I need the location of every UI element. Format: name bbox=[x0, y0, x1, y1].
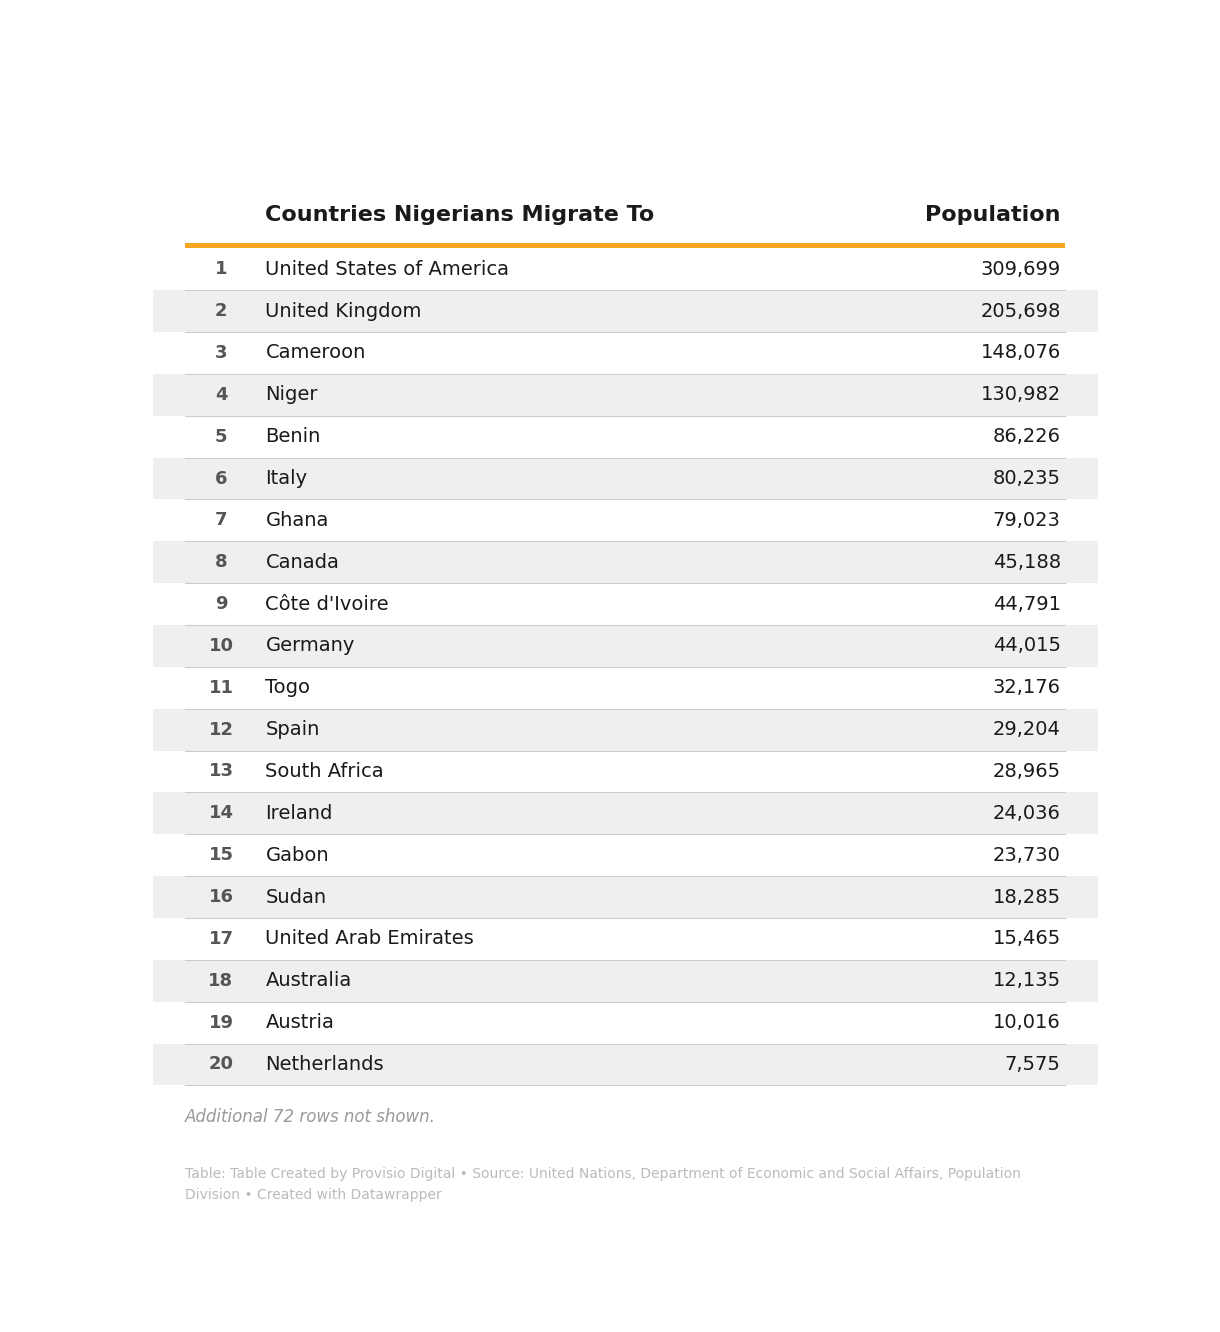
Text: United States of America: United States of America bbox=[266, 260, 510, 278]
Text: 15: 15 bbox=[209, 846, 233, 864]
Text: Niger: Niger bbox=[266, 385, 318, 405]
Text: Togo: Togo bbox=[266, 678, 310, 697]
Text: 28,965: 28,965 bbox=[993, 762, 1060, 781]
Text: Germany: Germany bbox=[266, 637, 355, 655]
Text: 9: 9 bbox=[215, 595, 227, 613]
Text: 2: 2 bbox=[215, 302, 227, 320]
Bar bbox=[152, 709, 1098, 750]
Bar bbox=[152, 541, 1098, 583]
Text: Benin: Benin bbox=[266, 428, 321, 446]
Text: 18: 18 bbox=[209, 972, 233, 990]
Text: Italy: Italy bbox=[266, 469, 307, 488]
Text: 18,285: 18,285 bbox=[993, 887, 1060, 907]
Bar bbox=[152, 750, 1098, 793]
Text: Table: Table Created by Provisio Digital • Source: United Nations, Department of: Table: Table Created by Provisio Digital… bbox=[185, 1167, 1021, 1201]
Text: Austria: Austria bbox=[266, 1014, 334, 1032]
Text: 3: 3 bbox=[215, 344, 227, 362]
Text: 79,023: 79,023 bbox=[993, 511, 1060, 530]
Text: 17: 17 bbox=[209, 930, 233, 948]
Text: 10: 10 bbox=[209, 637, 233, 655]
Text: Canada: Canada bbox=[266, 553, 339, 571]
Text: 44,015: 44,015 bbox=[993, 637, 1060, 655]
Bar bbox=[152, 374, 1098, 416]
Text: 23,730: 23,730 bbox=[993, 846, 1060, 864]
Text: 14: 14 bbox=[209, 805, 233, 822]
Text: 7,575: 7,575 bbox=[1005, 1055, 1060, 1074]
Text: South Africa: South Africa bbox=[266, 762, 384, 781]
Text: 13: 13 bbox=[209, 762, 233, 781]
Text: 205,698: 205,698 bbox=[981, 301, 1060, 321]
Text: United Arab Emirates: United Arab Emirates bbox=[266, 930, 475, 948]
Text: 19: 19 bbox=[209, 1014, 233, 1031]
Text: Ghana: Ghana bbox=[266, 511, 329, 530]
Text: 29,204: 29,204 bbox=[993, 721, 1060, 739]
Text: Additional 72 rows not shown.: Additional 72 rows not shown. bbox=[185, 1108, 436, 1126]
Text: 148,076: 148,076 bbox=[981, 344, 1060, 362]
Text: Sudan: Sudan bbox=[266, 887, 327, 907]
Text: 12,135: 12,135 bbox=[993, 971, 1060, 990]
Text: 20: 20 bbox=[209, 1055, 233, 1074]
Text: 32,176: 32,176 bbox=[993, 678, 1060, 697]
Bar bbox=[152, 186, 1098, 244]
Bar bbox=[152, 1002, 1098, 1043]
Bar bbox=[152, 248, 1098, 290]
Text: 309,699: 309,699 bbox=[981, 260, 1060, 278]
Text: Australia: Australia bbox=[266, 971, 351, 990]
Text: Cameroon: Cameroon bbox=[266, 344, 366, 362]
Text: 8: 8 bbox=[215, 553, 227, 571]
Text: Netherlands: Netherlands bbox=[266, 1055, 384, 1074]
Bar bbox=[152, 290, 1098, 332]
Bar bbox=[152, 458, 1098, 500]
Bar bbox=[152, 332, 1098, 374]
Bar bbox=[152, 667, 1098, 709]
Text: 24,036: 24,036 bbox=[993, 803, 1060, 823]
Text: United Kingdom: United Kingdom bbox=[266, 301, 422, 321]
Text: 1: 1 bbox=[215, 260, 227, 278]
Bar bbox=[152, 625, 1098, 667]
Text: 44,791: 44,791 bbox=[993, 594, 1060, 614]
Bar bbox=[152, 500, 1098, 541]
Text: 12: 12 bbox=[209, 721, 233, 739]
Bar bbox=[152, 1043, 1098, 1086]
Text: Countries Nigerians Migrate To: Countries Nigerians Migrate To bbox=[266, 205, 655, 225]
Bar bbox=[152, 416, 1098, 458]
Bar bbox=[152, 876, 1098, 918]
Text: 11: 11 bbox=[209, 679, 233, 697]
Text: 45,188: 45,188 bbox=[993, 553, 1060, 571]
Text: 130,982: 130,982 bbox=[981, 385, 1060, 405]
Bar bbox=[185, 244, 1065, 248]
Text: Gabon: Gabon bbox=[266, 846, 329, 864]
Text: Spain: Spain bbox=[266, 721, 320, 739]
Text: Côte d'Ivoire: Côte d'Ivoire bbox=[266, 594, 389, 614]
Bar bbox=[152, 960, 1098, 1002]
Bar bbox=[152, 918, 1098, 960]
Text: Population: Population bbox=[925, 205, 1060, 225]
Text: 7: 7 bbox=[215, 511, 227, 529]
Text: 15,465: 15,465 bbox=[993, 930, 1060, 948]
Text: 6: 6 bbox=[215, 469, 227, 488]
Text: Ireland: Ireland bbox=[266, 803, 333, 823]
Bar bbox=[152, 834, 1098, 876]
Text: 10,016: 10,016 bbox=[993, 1014, 1060, 1032]
Text: 80,235: 80,235 bbox=[993, 469, 1060, 488]
Bar bbox=[152, 583, 1098, 625]
Text: 16: 16 bbox=[209, 888, 233, 906]
Text: 86,226: 86,226 bbox=[993, 428, 1060, 446]
Bar bbox=[152, 793, 1098, 834]
Text: 5: 5 bbox=[215, 428, 227, 446]
Text: 4: 4 bbox=[215, 386, 227, 404]
